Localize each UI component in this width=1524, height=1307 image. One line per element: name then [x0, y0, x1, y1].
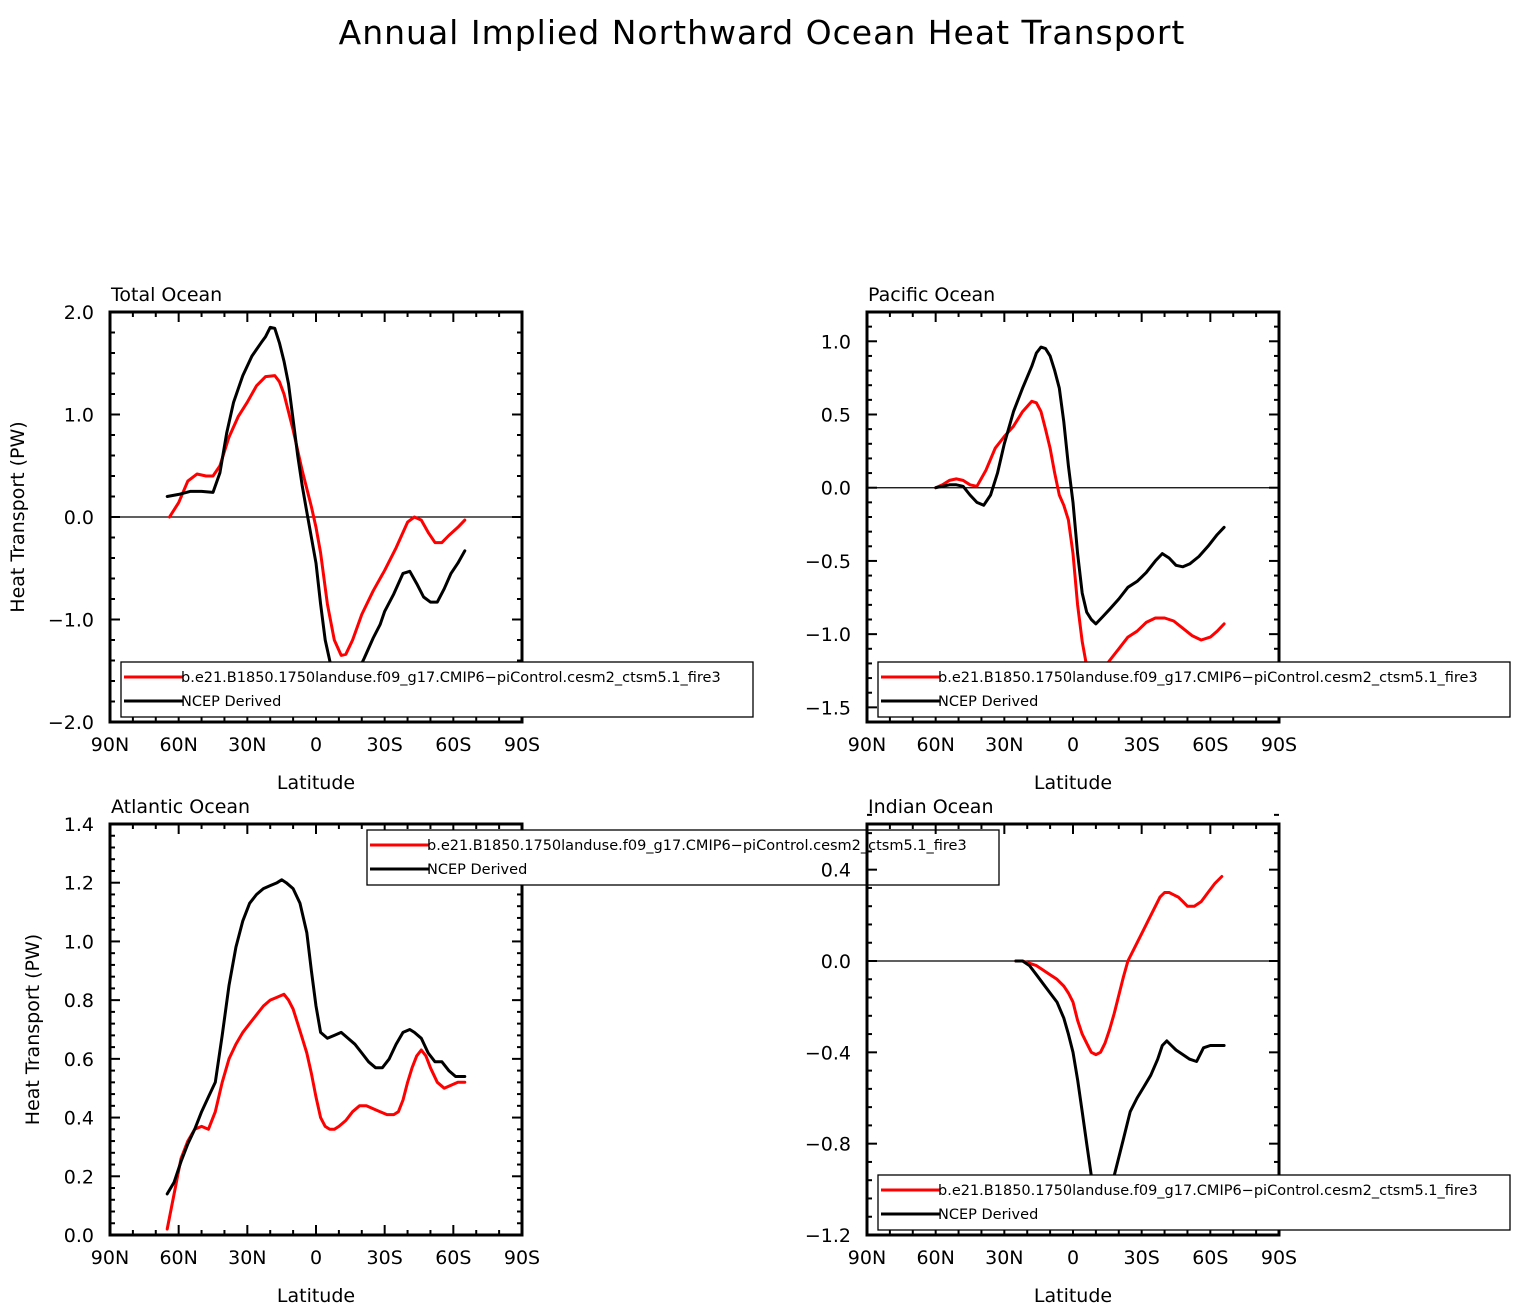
indian-ocean-legend-label-ncep: NCEP Derived [938, 1207, 1038, 1223]
indian-ocean-ytick-label: −1.2 [805, 1225, 851, 1247]
indian-ocean-xtick-label: 0 [1067, 1247, 1079, 1269]
pacific-ocean-xtick-label: 60S [1192, 734, 1228, 756]
total-ocean-legend: b.e21.B1850.1750landuse.f09_g17.CMIP6−pi… [120, 661, 754, 718]
indian-ocean-ytick-label: 0.4 [821, 860, 851, 882]
atlantic-ocean-ytick-label: 0.6 [64, 1049, 94, 1071]
indian-ocean-legend-label-model: b.e21.B1850.1750landuse.f09_g17.CMIP6−pi… [938, 1183, 1478, 1199]
indian-ocean-ytick-label: 0.0 [821, 951, 851, 973]
indian-ocean-ytick-label: −0.4 [805, 1042, 851, 1064]
atlantic-ocean-xtick-label: 60N [159, 1247, 197, 1269]
atlantic-ocean-ytick-label: 1.0 [64, 931, 94, 953]
total-ocean-ytick-label: −1.0 [48, 610, 94, 632]
total-ocean-xtick-label: 0 [310, 734, 322, 756]
atlantic-ocean-xtick-label: 30N [228, 1247, 266, 1269]
atlantic-ocean-ytick-label: 0.0 [64, 1225, 94, 1247]
total-ocean-panel: Total Ocean 90N 60N 30N 0 30S 60S 90S −2.0 −1.0 0.… [7, 284, 754, 794]
atlantic-ocean-ytick-label: 1.4 [64, 814, 94, 836]
atlantic-ocean-xtick-label: 90N [91, 1247, 129, 1269]
indian-ocean-plot-frame [865, 822, 1281, 1237]
indian-ocean-legend-box [877, 1174, 1511, 1231]
atlantic-ocean-xtick-label: 30S [367, 1247, 403, 1269]
total-ocean-xtick-label: 60N [159, 734, 197, 756]
pacific-ocean-ytick-label: −1.5 [805, 697, 851, 719]
atlantic-ocean-panel: Atlantic Ocean 90N 60N 30N 0 30S 60S 90S 0.0 0.2 0… [22, 796, 1000, 1307]
indian-ocean-xlabel: Latitude [1034, 1285, 1112, 1307]
atlantic-ocean-xtick-label: 60S [435, 1247, 471, 1269]
pacific-ocean-legend: b.e21.B1850.1750landuse.f09_g17.CMIP6−pi… [877, 661, 1511, 718]
total-ocean-xtick-label: 30S [367, 734, 403, 756]
total-ocean-xlabel: Latitude [277, 772, 355, 794]
pacific-ocean-ytick-label: 0.0 [821, 478, 851, 500]
total-ocean-xtick-label: 90S [504, 734, 540, 756]
total-ocean-ytick-label: 1.0 [64, 405, 94, 427]
pacific-ocean-xtick-label: 90N [848, 734, 886, 756]
pacific-ocean-xtick-label: 30S [1124, 734, 1160, 756]
total-ocean-ylabel: Heat Transport (PW) [7, 421, 29, 612]
atlantic-ocean-ylabel: Heat Transport (PW) [22, 934, 44, 1125]
pacific-ocean-xtick-label: 0 [1067, 734, 1079, 756]
figure-title: Annual Implied Northward Ocean Heat Tran… [339, 13, 1186, 52]
pacific-ocean-legend-label-model: b.e21.B1850.1750landuse.f09_g17.CMIP6−pi… [938, 670, 1478, 686]
pacific-ocean-xlabel: Latitude [1034, 772, 1112, 794]
atlantic-ocean-title: Atlantic Ocean [111, 796, 250, 818]
atlantic-ocean-plot-frame [108, 822, 524, 1237]
pacific-ocean-xtick-label: 60N [916, 734, 954, 756]
atlantic-ocean-legend-box [366, 829, 1000, 886]
pacific-ocean-ytick-label: −1.0 [805, 624, 851, 646]
pacific-ocean-model-series-line [934, 399, 1226, 677]
atlantic-ocean-legend: b.e21.B1850.1750landuse.f09_g17.CMIP6−pi… [366, 829, 1000, 886]
total-ocean-plot-frame [108, 310, 524, 724]
indian-ocean-model-series-line [1014, 875, 1224, 1057]
total-ocean-xtick-label: 90N [91, 734, 129, 756]
indian-ocean-xtick-label: 60S [1192, 1247, 1228, 1269]
indian-ocean-xtick-label: 30N [985, 1247, 1023, 1269]
indian-ocean-xtick-label: 90S [1261, 1247, 1297, 1269]
total-ocean-legend-label-ncep: NCEP Derived [181, 694, 281, 710]
indian-ocean-xtick-label: 90N [848, 1247, 886, 1269]
atlantic-ocean-ytick-label: 1.2 [64, 873, 94, 895]
atlantic-ocean-model-series-line [165, 992, 467, 1231]
indian-ocean-legend: b.e21.B1850.1750landuse.f09_g17.CMIP6−pi… [877, 1174, 1511, 1231]
indian-ocean-ncep-series-line [1014, 959, 1226, 1203]
pacific-ocean-legend-box [877, 661, 1511, 718]
atlantic-ocean-xtick-label: 0 [310, 1247, 322, 1269]
pacific-ocean-ytick-label: 1.0 [821, 331, 851, 353]
total-ocean-legend-box [120, 661, 754, 718]
atlantic-ocean-ytick-label: 0.4 [64, 1108, 94, 1130]
atlantic-ocean-xlabel: Latitude [277, 1285, 355, 1307]
pacific-ocean-title: Pacific Ocean [868, 284, 995, 306]
total-ocean-ncep-series-line [165, 325, 467, 689]
atlantic-ocean-ytick-label: 0.2 [64, 1166, 94, 1188]
indian-ocean-xtick-label: 60N [916, 1247, 954, 1269]
total-ocean-ytick-label: −2.0 [48, 712, 94, 734]
pacific-ocean-ytick-label: 0.5 [821, 405, 851, 427]
pacific-ocean-xtick-label: 30N [985, 734, 1023, 756]
total-ocean-title: Total Ocean [110, 284, 222, 306]
atlantic-ocean-ytick-label: 0.8 [64, 990, 94, 1012]
indian-ocean-ytick-label: −0.8 [805, 1134, 851, 1156]
total-ocean-xtick-label: 30N [228, 734, 266, 756]
total-ocean-ytick-label: 2.0 [64, 302, 94, 324]
indian-ocean-xtick-label: 30S [1124, 1247, 1160, 1269]
atlantic-ocean-legend-label-model: b.e21.B1850.1750landuse.f09_g17.CMIP6−pi… [427, 838, 967, 854]
pacific-ocean-plot-frame [865, 310, 1281, 724]
pacific-ocean-legend-label-ncep: NCEP Derived [938, 694, 1038, 710]
panels: Total Ocean 90N 60N 30N 0 30S 60S 90S −2.0 −1.0 0.… [7, 284, 1511, 1307]
atlantic-ocean-ncep-series-line [165, 878, 467, 1196]
total-ocean-xtick-label: 60S [435, 734, 471, 756]
pacific-ocean-xtick-label: 90S [1261, 734, 1297, 756]
atlantic-ocean-legend-label-ncep: NCEP Derived [427, 862, 527, 878]
indian-ocean-title: Indian Ocean [868, 796, 994, 818]
total-ocean-legend-label-model: b.e21.B1850.1750landuse.f09_g17.CMIP6−pi… [181, 670, 721, 686]
total-ocean-ytick-label: 0.0 [64, 507, 94, 529]
indian-ocean-panel: Indian Ocean 90N 60N 30N 0 30S 60S 90S −1.2 −0.8 −… [805, 796, 1511, 1307]
pacific-ocean-ytick-label: −0.5 [805, 551, 851, 573]
atlantic-ocean-xtick-label: 90S [504, 1247, 540, 1269]
total-ocean-model-series-line [168, 374, 467, 657]
pacific-ocean-panel: Pacific Ocean 90N 60N 30N 0 30S 60S 90S −1.5 −1.0… [805, 284, 1511, 794]
pacific-ocean-ncep-series-line [934, 345, 1226, 626]
